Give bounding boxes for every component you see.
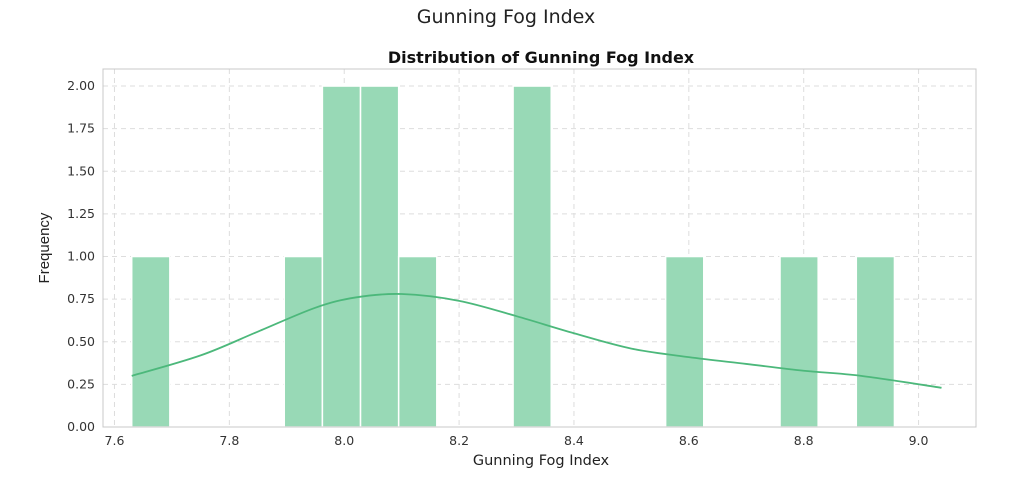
histogram-bar [512, 85, 552, 428]
x-tick-label: 7.8 [219, 433, 239, 448]
histogram-bar [779, 255, 819, 428]
x-tick-label: 8.4 [564, 433, 584, 448]
kde-curve-group [131, 293, 942, 389]
histogram-bar [130, 255, 171, 428]
y-tick-label: 0.25 [67, 376, 95, 391]
y-tick-label: 0.50 [67, 334, 95, 349]
x-axis-label: Gunning Fog Index [473, 453, 610, 469]
x-tick-labels: 7.6 7.8 8.0 8.2 8.4 8.6 8.8 9.0 [105, 433, 929, 448]
histogram-bars [130, 85, 896, 428]
x-tick-label: 8.0 [334, 433, 354, 448]
y-tick-label: 1.00 [67, 249, 95, 264]
y-tick-label: 2.00 [67, 78, 95, 93]
histogram-bar [664, 255, 705, 428]
y-tick-label: 0.00 [67, 419, 95, 434]
histogram-bar [359, 85, 400, 428]
histogram-bar [855, 255, 896, 428]
y-axis-label: Frequency [36, 212, 53, 283]
x-tick-label: 8.2 [449, 433, 469, 448]
histogram-bar [397, 255, 438, 428]
y-tick-label: 0.75 [67, 291, 95, 306]
page-title: Gunning Fog Index [416, 6, 596, 28]
x-tick-label: 7.6 [105, 433, 125, 448]
histogram-bar [283, 255, 324, 428]
x-tick-label: 9.0 [909, 433, 929, 448]
x-tick-label: 8.8 [794, 433, 814, 448]
kde-curve [131, 293, 942, 389]
plot-frame [102, 68, 977, 428]
x-tick-label: 8.6 [679, 433, 699, 448]
chart-title: Distribution of Gunning Fog Index [388, 48, 695, 67]
histogram-bar [321, 85, 362, 428]
y-tick-label: 1.75 [67, 121, 95, 136]
y-tick-labels: 0.00 0.25 0.50 0.75 1.00 1.25 1.50 1.75 2.00 [67, 78, 95, 434]
y-tick-label: 1.25 [67, 206, 95, 221]
y-tick-label: 1.50 [67, 163, 95, 178]
